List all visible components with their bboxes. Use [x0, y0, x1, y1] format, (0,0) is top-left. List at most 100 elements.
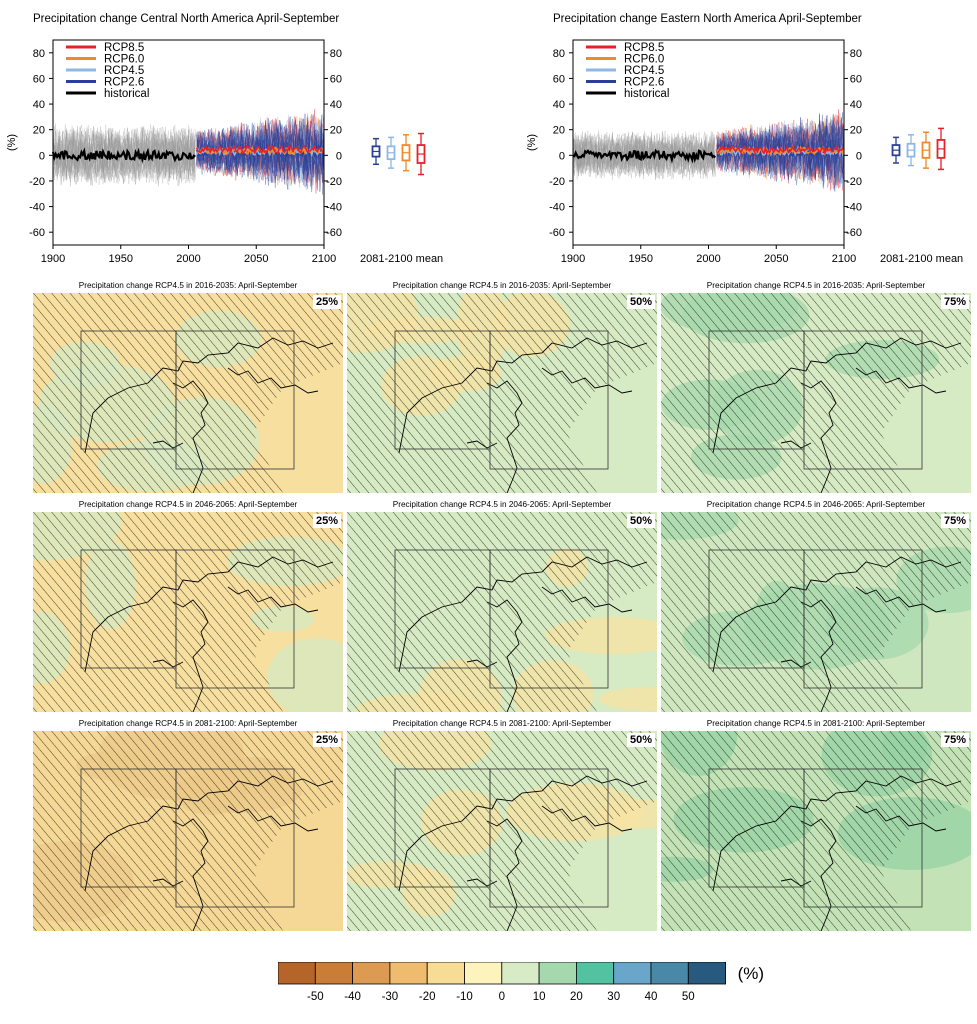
timeseries-eastern-chart: Precipitation change Eastern North Ameri… [526, 13, 963, 265]
colorbar-tick-label: -20 [419, 991, 436, 1003]
future-member-line [716, 115, 845, 183]
percentile-label: 25% [312, 733, 341, 747]
map-title: Precipitation change RCP4.5 in 2016-2035… [78, 281, 298, 290]
y-tick-label: 60 [330, 73, 342, 85]
map-panel: Precipitation change RCP4.5 in 2016-2035… [33, 281, 343, 493]
colorbar-swatch [650, 961, 689, 985]
colorbar-swatch [575, 961, 615, 985]
y-tick-label: -40 [326, 202, 342, 214]
y-tick-label: 40 [553, 99, 565, 111]
y-tick-label: -60 [549, 227, 565, 239]
y-tick-label: 80 [330, 48, 342, 60]
percentile-label: 50% [626, 514, 655, 528]
future-member-line [716, 115, 845, 177]
map-panel: Precipitation change RCP4.5 in 2081-2100… [33, 719, 343, 931]
map-field: 50% [347, 293, 657, 493]
chart-title: Precipitation change Eastern North Ameri… [553, 13, 862, 25]
map-svg [347, 293, 657, 493]
map-title: Precipitation change RCP4.5 in 2081-2100… [392, 719, 612, 728]
region-box-eastern [175, 330, 295, 470]
x-tick-label: 2100 [832, 253, 856, 265]
coastline [712, 775, 962, 931]
legend-label: RCP6.0 [624, 54, 664, 66]
region-box-eastern [175, 549, 295, 689]
region-box-eastern [803, 330, 923, 470]
percentile-label: 75% [940, 733, 969, 747]
map-region [267, 637, 343, 712]
legend-label: RCP2.6 [104, 77, 144, 89]
historical-member-line [572, 133, 716, 180]
map-field: 75% [661, 293, 971, 493]
y-tick-label: -20 [846, 176, 862, 188]
y-tick-label: 20 [553, 125, 565, 137]
timeseries-eastern: Precipitation change Eastern North Ameri… [520, 0, 977, 275]
legend-label: RCP4.5 [104, 65, 144, 77]
map-panel: Precipitation change RCP4.5 in 2046-2065… [33, 500, 343, 712]
percentile-label: 75% [940, 295, 969, 309]
coastline [84, 337, 334, 493]
y-tick-label: 60 [33, 73, 45, 85]
y-tick-label: 20 [33, 125, 45, 137]
legend-label: historical [624, 88, 669, 100]
map-field: 75% [661, 512, 971, 712]
y-tick-label: -60 [326, 227, 342, 239]
y-tick-label: 0 [559, 150, 565, 162]
y-tick-label: -40 [549, 202, 565, 214]
x-tick-label: 1950 [629, 253, 653, 265]
y-tick-label: -20 [549, 176, 565, 188]
colorbar-tick-label: -40 [344, 991, 361, 1003]
legend-label: RCP8.5 [624, 42, 664, 54]
box-label: 2081-2100 mean [880, 253, 963, 265]
y-tick-label: -20 [29, 176, 45, 188]
colorbar-tick-label: 30 [607, 991, 620, 1003]
map-field: 25% [33, 293, 343, 493]
coastline [84, 556, 334, 712]
colorbar-tick-label: 0 [499, 991, 505, 1003]
coastline [712, 556, 962, 712]
y-axis-label: (%) [6, 134, 18, 151]
y-tick-label: 20 [330, 125, 342, 137]
colorbar-swatch [538, 961, 577, 985]
historical-member-line [572, 131, 716, 178]
box-label: 2081-2100 mean [360, 253, 443, 265]
x-tick-label: 2000 [696, 253, 720, 265]
ensemble-lines [51, 109, 325, 195]
x-tick-label: 2050 [244, 253, 268, 265]
map-title: Precipitation change RCP4.5 in 2046-2065… [78, 500, 298, 509]
map-field: 75% [661, 731, 971, 931]
coastline [398, 775, 648, 931]
legend-label: RCP2.6 [624, 77, 664, 89]
colorbar-swatch [352, 961, 391, 985]
percentile-label: 25% [312, 514, 341, 528]
legend-label: historical [104, 88, 149, 100]
map-region [598, 686, 657, 712]
x-tick-label: 2000 [176, 253, 200, 265]
region-box-eastern [803, 768, 923, 908]
region-box-eastern [489, 330, 609, 470]
region-box-eastern [803, 549, 923, 689]
legend-label: RCP8.5 [104, 42, 144, 54]
coastline [712, 337, 962, 493]
y-axis-label: (%) [526, 134, 538, 151]
region-box-eastern [489, 549, 609, 689]
y-tick-label: 40 [330, 99, 342, 111]
legend-label: RCP4.5 [624, 65, 664, 77]
map-svg [33, 731, 343, 931]
historical-mean-line [572, 148, 717, 164]
map-svg [347, 731, 657, 931]
y-tick-label: 80 [33, 48, 45, 60]
percentile-label: 50% [626, 733, 655, 747]
x-tick-label: 2050 [764, 253, 788, 265]
timeseries-central-chart: Precipitation change Central North Ameri… [6, 13, 443, 265]
y-tick-label: 0 [856, 150, 862, 162]
map-svg [661, 293, 971, 493]
rcp-mean-line [195, 143, 325, 156]
map-title: Precipitation change RCP4.5 in 2081-2100… [706, 719, 926, 728]
y-tick-label: 40 [33, 99, 45, 111]
map-panel: Precipitation change RCP4.5 in 2016-2035… [347, 281, 657, 493]
y-tick-label: 60 [553, 73, 565, 85]
map-title: Precipitation change RCP4.5 in 2046-2065… [392, 500, 612, 509]
y-tick-label: -60 [29, 227, 45, 239]
coastline [398, 337, 648, 493]
map-panel: Precipitation change RCP4.5 in 2046-2065… [661, 500, 971, 712]
